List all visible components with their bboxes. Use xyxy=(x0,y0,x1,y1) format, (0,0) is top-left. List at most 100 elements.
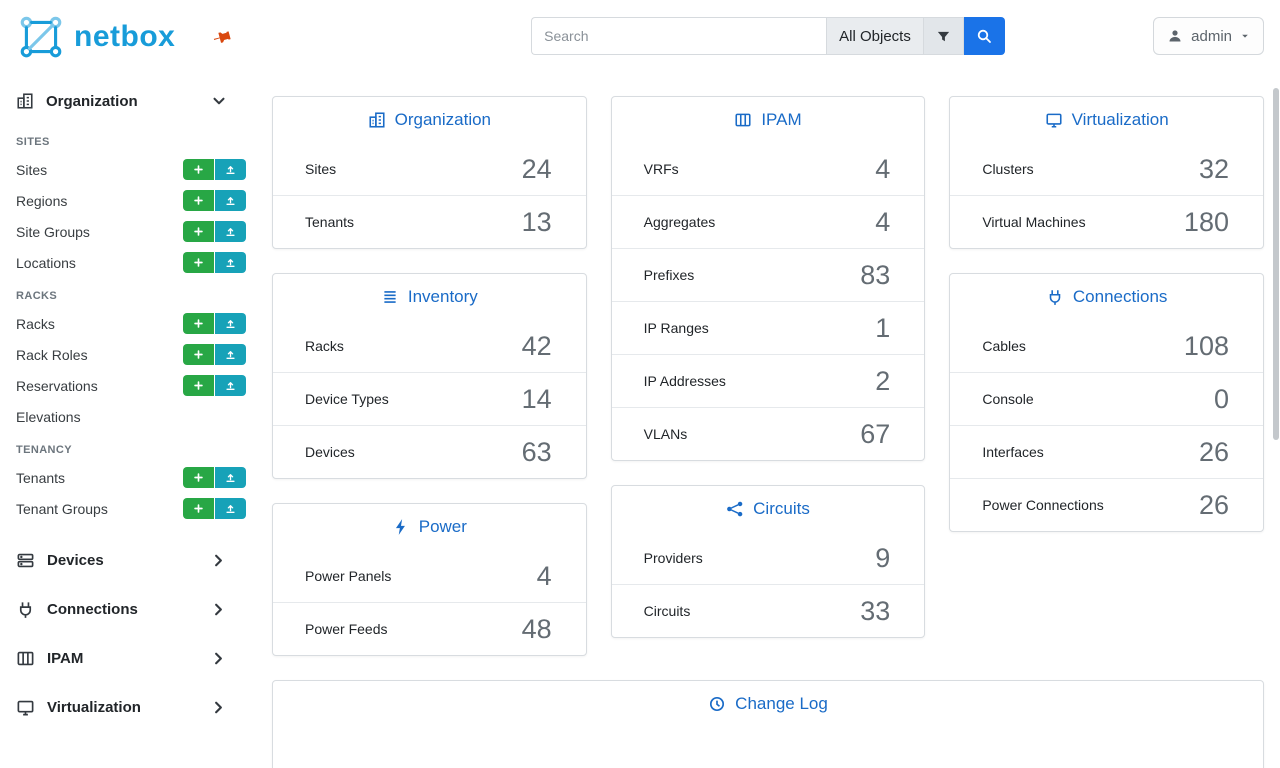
sidebar-section-virtualization[interactable]: Virtualization xyxy=(0,683,256,732)
sidebar-section-devices[interactable]: Devices xyxy=(0,536,256,585)
brand-name[interactable]: netbox xyxy=(74,20,176,53)
stat-label-interfaces[interactable]: Interfaces xyxy=(982,444,1044,460)
stat-value-power-feeds[interactable]: 48 xyxy=(521,614,552,644)
import-button[interactable] xyxy=(215,221,246,242)
stat-label-devices[interactable]: Devices xyxy=(305,444,355,460)
import-button[interactable] xyxy=(215,375,246,396)
stat-value-sites[interactable]: 24 xyxy=(521,154,552,184)
add-button[interactable] xyxy=(183,159,214,180)
import-button[interactable] xyxy=(215,498,246,519)
stat-value-prefixes[interactable]: 83 xyxy=(860,260,891,290)
add-button[interactable] xyxy=(183,221,214,242)
stat-value-tenants[interactable]: 13 xyxy=(521,207,552,237)
add-button[interactable] xyxy=(183,313,214,334)
import-button[interactable] xyxy=(215,252,246,273)
stat-label-virtual-machines[interactable]: Virtual Machines xyxy=(982,214,1086,230)
add-button[interactable] xyxy=(183,190,214,211)
stat-value-racks[interactable]: 42 xyxy=(521,331,552,361)
stat-label-circuits[interactable]: Circuits xyxy=(643,603,691,619)
search-submit-button[interactable] xyxy=(963,17,1005,55)
sidebar-item-reservations[interactable]: Reservations xyxy=(0,370,256,401)
import-button[interactable] xyxy=(215,467,246,488)
card-title[interactable]: Virtualization xyxy=(1071,110,1169,129)
stat-label-providers[interactable]: Providers xyxy=(643,550,703,566)
stat-value-interfaces[interactable]: 26 xyxy=(1198,437,1229,467)
add-button[interactable] xyxy=(183,344,214,365)
stat-label-sites[interactable]: Sites xyxy=(305,161,337,177)
sidebar-item-regions[interactable]: Regions xyxy=(0,185,256,216)
stat-value-aggregates[interactable]: 4 xyxy=(875,207,891,237)
stat-label-console[interactable]: Console xyxy=(982,391,1034,407)
object-type-select[interactable]: All Objects xyxy=(826,17,924,55)
stat-label-prefixes[interactable]: Prefixes xyxy=(643,267,695,283)
stat-value-virtual-machines[interactable]: 180 xyxy=(1183,207,1229,237)
stat-value-ip-ranges[interactable]: 1 xyxy=(875,313,891,343)
add-button[interactable] xyxy=(183,252,214,273)
card-title[interactable]: Power xyxy=(418,517,467,536)
stat-row: Power Panels 4 xyxy=(273,550,586,602)
sidebar-section-connections[interactable]: Connections xyxy=(0,585,256,634)
sidebar-section-organization[interactable]: Organization xyxy=(0,78,256,124)
card-title[interactable]: Organization xyxy=(394,110,492,129)
search-icon xyxy=(976,28,992,44)
stat-label-aggregates[interactable]: Aggregates xyxy=(643,214,716,230)
sidebar-group-title-tenancy: TENANCY xyxy=(16,444,72,456)
sidebar-item-rack-roles[interactable]: Rack Roles xyxy=(0,339,256,370)
filter-button[interactable] xyxy=(923,17,964,55)
stat-row: Power Feeds 48 xyxy=(273,602,586,655)
import-button[interactable] xyxy=(215,344,246,365)
stat-label-tenants[interactable]: Tenants xyxy=(305,214,355,230)
import-button[interactable] xyxy=(215,159,246,180)
pin-sidebar-button[interactable] xyxy=(211,25,236,50)
stat-value-vrfs[interactable]: 4 xyxy=(875,154,891,184)
stat-value-console[interactable]: 0 xyxy=(1213,384,1229,414)
stat-label-clusters[interactable]: Clusters xyxy=(982,161,1034,177)
stat-value-cables[interactable]: 108 xyxy=(1183,331,1229,361)
stat-label-power-feeds[interactable]: Power Feeds xyxy=(305,621,388,637)
card-title[interactable]: Inventory xyxy=(407,287,478,306)
scrollbar[interactable] xyxy=(1273,88,1279,440)
add-button[interactable] xyxy=(183,498,214,519)
user-menu-button[interactable]: admin xyxy=(1153,17,1264,55)
sidebar-section-ipam[interactable]: IPAM xyxy=(0,634,256,683)
sidebar-groups: SITES Sites Regions Site Groups Locations RAC… xyxy=(0,124,256,524)
stat-label-ip-addresses[interactable]: IP Addresses xyxy=(643,373,726,389)
stat-value-providers[interactable]: 9 xyxy=(875,543,891,573)
stat-value-power-panels[interactable]: 4 xyxy=(536,561,552,591)
stat-value-clusters[interactable]: 32 xyxy=(1198,154,1229,184)
stat-value-power-connections[interactable]: 26 xyxy=(1198,490,1229,520)
stat-label-racks[interactable]: Racks xyxy=(305,338,344,354)
stat-value-ip-addresses[interactable]: 2 xyxy=(875,366,891,396)
stat-label-power-panels[interactable]: Power Panels xyxy=(305,568,392,584)
stat-label-cables[interactable]: Cables xyxy=(982,338,1026,354)
add-button[interactable] xyxy=(183,467,214,488)
card-header: Inventory xyxy=(273,274,586,320)
import-button[interactable] xyxy=(215,313,246,334)
card-header: Circuits xyxy=(612,486,925,532)
sidebar-item-tenant-groups[interactable]: Tenant Groups xyxy=(0,493,256,524)
sidebar-item-sites[interactable]: Sites xyxy=(0,154,256,185)
import-button[interactable] xyxy=(215,190,246,211)
sidebar-item-racks[interactable]: Racks xyxy=(0,308,256,339)
stat-label-ip-ranges[interactable]: IP Ranges xyxy=(643,320,709,336)
add-button[interactable] xyxy=(183,375,214,396)
stat-value-device-types[interactable]: 14 xyxy=(521,384,552,414)
stat-value-vlans[interactable]: 67 xyxy=(860,419,891,449)
sidebar-item-locations[interactable]: Locations xyxy=(0,247,256,278)
card-title[interactable]: IPAM xyxy=(761,110,802,129)
stat-row: Prefixes 83 xyxy=(611,248,925,301)
card-title[interactable]: Connections xyxy=(1072,287,1168,306)
card-title[interactable]: Change Log xyxy=(735,694,828,713)
stat-label-device-types[interactable]: Device Types xyxy=(305,391,389,407)
stat-label-vlans[interactable]: VLANs xyxy=(643,426,688,442)
stat-value-devices[interactable]: 63 xyxy=(521,437,552,467)
sidebar-item-tenants[interactable]: Tenants xyxy=(0,462,256,493)
stat-label-vrfs[interactable]: VRFs xyxy=(643,161,679,177)
card-title[interactable]: Circuits xyxy=(753,499,810,518)
item-action-buttons xyxy=(183,344,246,365)
stat-label-power-connections[interactable]: Power Connections xyxy=(982,497,1104,513)
stat-value-circuits[interactable]: 33 xyxy=(860,596,891,626)
sidebar-item-elevations[interactable]: Elevations xyxy=(0,401,256,432)
search-input[interactable] xyxy=(531,17,827,55)
sidebar-item-site-groups[interactable]: Site Groups xyxy=(0,216,256,247)
